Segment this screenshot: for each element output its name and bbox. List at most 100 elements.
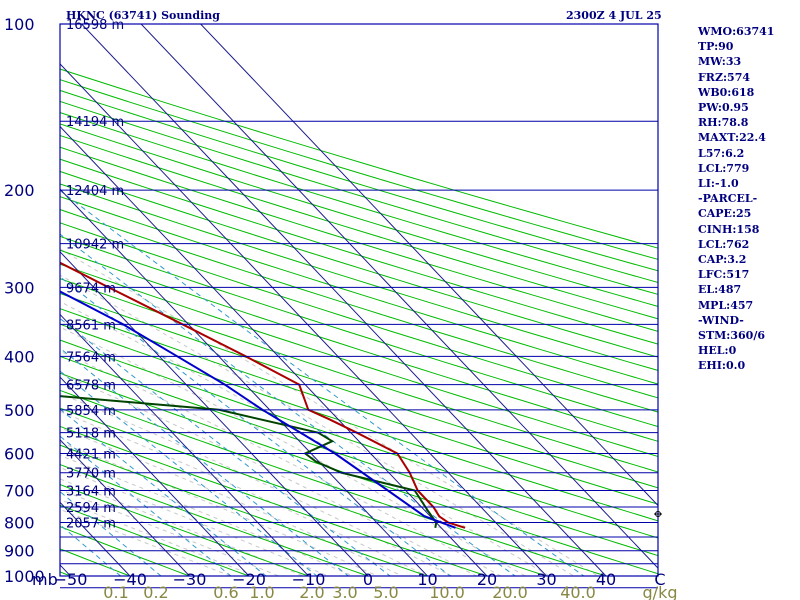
- dry-adiabat: [60, 292, 658, 489]
- height-label: 3164 m: [66, 484, 116, 499]
- dewpoint-line: [60, 395, 438, 528]
- mixing-ratio-label: 40.0: [560, 583, 596, 600]
- dry-adiabat: [60, 209, 658, 399]
- pressure-tick-label: 500: [4, 401, 35, 420]
- mixing-ratio-label: 3.0: [332, 583, 357, 600]
- pressure-tick-label: 100: [4, 15, 35, 34]
- isotherm: [0, 24, 22, 588]
- height-label: 8561 m: [66, 318, 116, 333]
- moist-adiabat: [60, 427, 404, 576]
- pressure-tick-label: 700: [4, 481, 35, 500]
- dry-adiabat: [60, 278, 658, 473]
- stat-line: LFC:517: [698, 268, 750, 282]
- dry-adiabat: [60, 463, 370, 576]
- stat-line: CAPE:25: [698, 207, 752, 221]
- plot-area: [0, 24, 658, 588]
- height-label: 5854 m: [66, 404, 116, 419]
- moist-adiabat: [60, 478, 305, 576]
- dry-adiabat: [60, 134, 658, 320]
- moist-adiabat: [60, 300, 551, 576]
- stat-line: FRZ:574: [698, 70, 751, 84]
- stat-line: -PARCEL-: [698, 192, 758, 206]
- pressure-unit-label: mb: [32, 570, 58, 589]
- dry-adiabat: [60, 158, 658, 345]
- temp-tick-label: −20: [232, 570, 266, 589]
- temp-tick-label: 0: [363, 570, 373, 589]
- pressure-tick-label: 1000: [4, 567, 45, 586]
- dry-adiabat: [60, 222, 658, 413]
- dry-adiabat: [60, 323, 658, 522]
- pressure-tick-label: 200: [4, 181, 35, 200]
- dry-adiabat: [60, 112, 658, 295]
- mixing-ratio-label: 1.0: [249, 583, 274, 600]
- pressure-tick-label: 300: [4, 278, 35, 297]
- temp-unit-label: C: [654, 570, 665, 589]
- height-label: 2594 m: [66, 501, 116, 516]
- stat-line: STM:360/6: [698, 329, 765, 343]
- moist-adiabat: [60, 274, 575, 576]
- dry-adiabat: [60, 425, 489, 576]
- stat-line: LCL:779: [698, 161, 750, 175]
- isotherm: [60, 188, 429, 576]
- temp-tick-label: 30: [536, 570, 556, 589]
- isotherm: [60, 313, 310, 576]
- dry-adiabat: [60, 339, 658, 539]
- stat-line: CINH:158: [698, 222, 760, 236]
- moist-adiabat: [60, 248, 599, 576]
- pressure-tick-label: 800: [4, 514, 35, 533]
- dry-adiabat: [60, 444, 430, 576]
- dry-adiabat: [60, 263, 658, 458]
- height-label: 5118 m: [66, 427, 116, 442]
- moist-adiabat: [60, 467, 330, 576]
- isotherm: [200, 24, 658, 507]
- isotherm: [60, 376, 250, 576]
- temp-tick-label: 10: [417, 570, 437, 589]
- mixing-ratio-label: 0.2: [143, 583, 168, 600]
- stat-line: MAXT:22.4: [698, 131, 766, 145]
- stat-line: LCL:762: [698, 237, 750, 251]
- dry-adiabat: [60, 79, 658, 260]
- temp-tick-label: 40: [596, 570, 616, 589]
- moist-adiabat: [60, 441, 379, 576]
- stat-line: MPL:457: [698, 298, 754, 312]
- mixing-ratio-line: [60, 347, 350, 576]
- dry-adiabat: [60, 170, 658, 358]
- dry-adiabat: [60, 146, 658, 332]
- height-label: 9674 m: [66, 281, 116, 296]
- dry-adiabat: [60, 235, 658, 428]
- isotherm: [140, 24, 658, 569]
- dry-adiabat: [60, 89, 658, 272]
- dry-adiabat: [60, 355, 658, 557]
- moist-adiabat: [60, 499, 256, 576]
- height-label: 10942 m: [66, 238, 124, 253]
- temp-tick-label: −40: [113, 570, 147, 589]
- dry-adiabat: [60, 308, 658, 505]
- dry-adiabat: [60, 123, 658, 307]
- stat-line: RH:78.8: [698, 116, 749, 130]
- dry-adiabat: [60, 249, 658, 442]
- height-label: 6578 m: [66, 379, 116, 394]
- pressure-tick-label: 400: [4, 347, 35, 366]
- height-label: 4421 m: [66, 448, 116, 463]
- dry-adiabat: [60, 372, 658, 575]
- isotherm: [60, 63, 548, 576]
- mixing-ratio-label: 0.6: [213, 583, 238, 600]
- stat-line: WMO:63741: [698, 25, 775, 38]
- dry-adiabat: [60, 483, 310, 576]
- pressure-tick-label: 900: [4, 542, 35, 561]
- stat-line: MW:33: [698, 55, 742, 69]
- dry-adiabat: [60, 196, 658, 385]
- stat-line: L57:6.2: [698, 146, 745, 160]
- mixing-ratio-label: 20.0: [492, 583, 528, 600]
- stat-line: HEL:0: [698, 344, 737, 358]
- stat-line: EHI:0.0: [698, 359, 746, 373]
- stat-line: WB0:618: [698, 85, 755, 99]
- dry-adiabat: [60, 526, 191, 576]
- observation-time: 2300Z 4 JUL 25: [566, 9, 662, 22]
- dry-adiabat: [0, 24, 40, 588]
- stat-line: PW:0.95: [698, 101, 749, 115]
- isotherm: [60, 251, 369, 576]
- stat-line: -WIND-: [698, 313, 744, 327]
- temp-tick-label: −10: [292, 570, 326, 589]
